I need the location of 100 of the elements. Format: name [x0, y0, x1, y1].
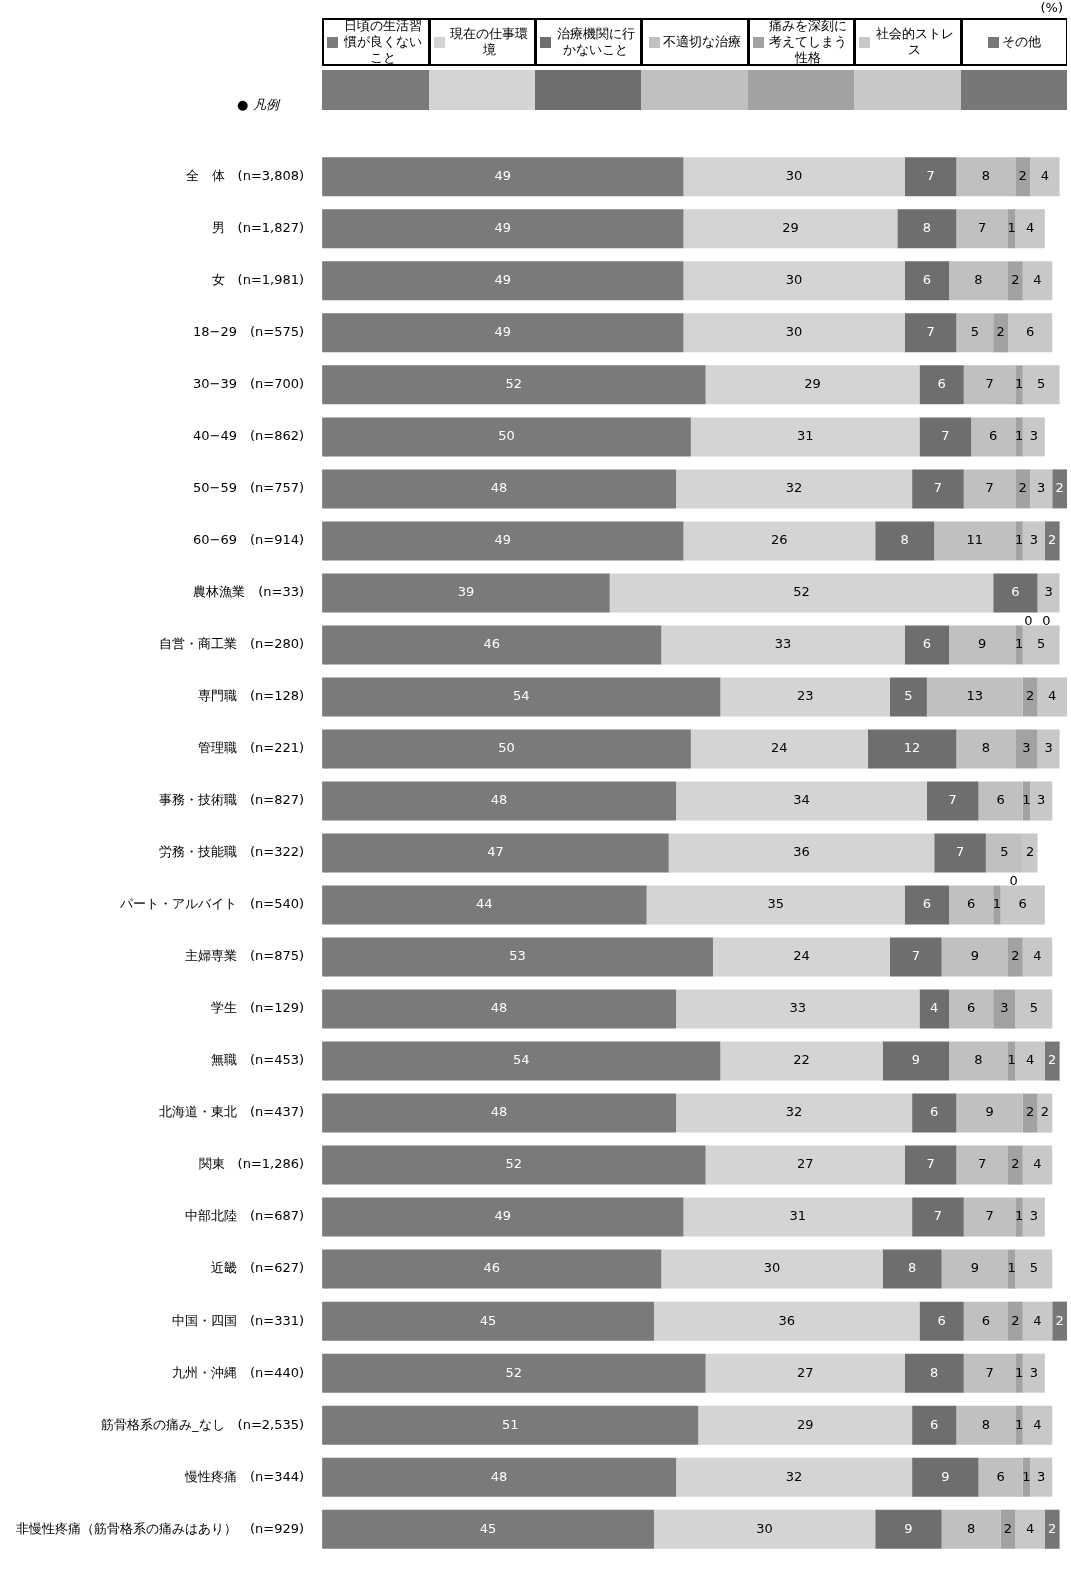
data-label: 39 — [457, 584, 475, 600]
bar — [1008, 937, 1023, 977]
data-label: 4 — [930, 1000, 939, 1016]
data-label: 3 — [1029, 532, 1038, 548]
data-label: 6 — [937, 1312, 946, 1328]
bar — [919, 365, 964, 405]
data-label: 5 — [970, 324, 979, 340]
data-label: 9 — [985, 1104, 994, 1120]
data-label: 33 — [774, 636, 792, 652]
data-label: 2 — [1040, 1104, 1050, 1120]
bar — [956, 729, 1016, 769]
data-label: 9 — [970, 1260, 979, 1276]
bar — [912, 469, 964, 509]
bar — [1022, 937, 1053, 977]
data-label: 49 — [494, 532, 512, 548]
bar — [1022, 1301, 1053, 1341]
data-label: 8 — [907, 1260, 917, 1276]
bar — [698, 1405, 913, 1445]
data-label: 5 — [1037, 636, 1046, 652]
data-label: 6 — [1025, 324, 1035, 340]
bar — [322, 365, 706, 405]
data-label: 48 — [490, 1000, 508, 1016]
y-tick-label: 専門職 (n=128) — [197, 688, 305, 704]
y-tick-label: 九州・沖縄 (n=440) — [171, 1364, 305, 1380]
y-tick-label: 中国・四国 (n=331) — [171, 1312, 305, 1328]
data-label: 6 — [922, 272, 932, 288]
bar — [948, 989, 994, 1029]
bar — [322, 469, 677, 509]
data-label: 2 — [1025, 844, 1035, 860]
data-label: 48 — [490, 1104, 508, 1120]
bar — [609, 573, 994, 613]
data-label: 5 — [1000, 844, 1009, 860]
data-label: 36 — [793, 844, 810, 860]
data-label: 4 — [1033, 948, 1042, 964]
data-label: 9 — [911, 1052, 920, 1068]
bar — [720, 1041, 883, 1081]
data-label: 1 — [1014, 428, 1024, 444]
data-label: 1 — [1014, 1416, 1024, 1432]
bar — [322, 521, 684, 561]
bar — [653, 1301, 920, 1341]
bar — [322, 417, 691, 457]
bar — [1015, 521, 1023, 561]
y-tick-label: 慢性疼痛 (n=344) — [183, 1468, 305, 1484]
data-label: 52 — [505, 1364, 523, 1380]
data-label: 2 — [1055, 480, 1064, 496]
data-label: 31 — [789, 1208, 807, 1224]
y-tick-label: 18−29 (n=575) — [193, 324, 305, 340]
bar — [1008, 1301, 1023, 1341]
bar — [956, 1093, 1023, 1133]
bar — [676, 989, 920, 1029]
data-label: 3 — [1037, 1468, 1046, 1484]
data-label: 2 — [1003, 1520, 1013, 1536]
data-label: 1 — [992, 896, 1002, 912]
data-label: 1 — [1022, 792, 1031, 808]
data-label: 27 — [796, 1156, 814, 1172]
bar — [322, 937, 713, 977]
bar — [919, 1301, 964, 1341]
bar — [1030, 781, 1053, 821]
y-tick-label: 北海道・東北 (n=437) — [158, 1104, 305, 1120]
data-label: 8 — [922, 220, 932, 236]
data-label: 6 — [996, 792, 1005, 808]
data-label: 2 — [996, 324, 1005, 340]
data-label: 4 — [1033, 1312, 1042, 1328]
bar — [322, 1093, 677, 1133]
y-tick-label: 女 (n=1,981) — [211, 272, 305, 288]
data-label: 11 — [966, 532, 984, 548]
bar — [934, 833, 986, 873]
data-label: 50 — [498, 740, 515, 756]
bar — [676, 1093, 913, 1133]
data-label: 9 — [904, 1520, 913, 1536]
data-label: 47 — [487, 844, 504, 860]
data-label: 2 — [1048, 532, 1057, 548]
bar — [322, 1145, 706, 1185]
y-tick-label: 中部北陸 (n=687) — [184, 1208, 305, 1224]
y-tick-label: 主婦専業 (n=875) — [184, 948, 305, 964]
bar — [948, 885, 994, 925]
bar — [934, 521, 1016, 561]
bar — [1044, 1041, 1060, 1081]
bar — [875, 1509, 942, 1549]
bar — [1030, 1457, 1053, 1497]
data-label: 7 — [948, 792, 957, 808]
bar — [705, 1353, 905, 1393]
data-label: 5 — [1029, 1000, 1038, 1016]
bar — [948, 261, 1008, 301]
legend-label: 社会的ストレス — [874, 26, 955, 58]
bar — [904, 1145, 957, 1185]
data-label: 22 — [793, 1052, 810, 1068]
data-label: 9 — [970, 948, 979, 964]
bar — [1052, 469, 1067, 509]
y-tick-label: 40−49 (n=862) — [193, 428, 305, 444]
data-label: 6 — [937, 376, 946, 392]
bar — [322, 729, 691, 769]
data-label: 2 — [1018, 480, 1027, 496]
data-label: 29 — [796, 1416, 814, 1432]
bar — [1015, 1353, 1023, 1393]
y-tick-label: 全 体 (n=3,808) — [185, 168, 305, 184]
bar — [875, 521, 935, 561]
bar — [912, 1093, 957, 1133]
bar — [1030, 157, 1060, 197]
data-label: 7 — [926, 1156, 935, 1172]
